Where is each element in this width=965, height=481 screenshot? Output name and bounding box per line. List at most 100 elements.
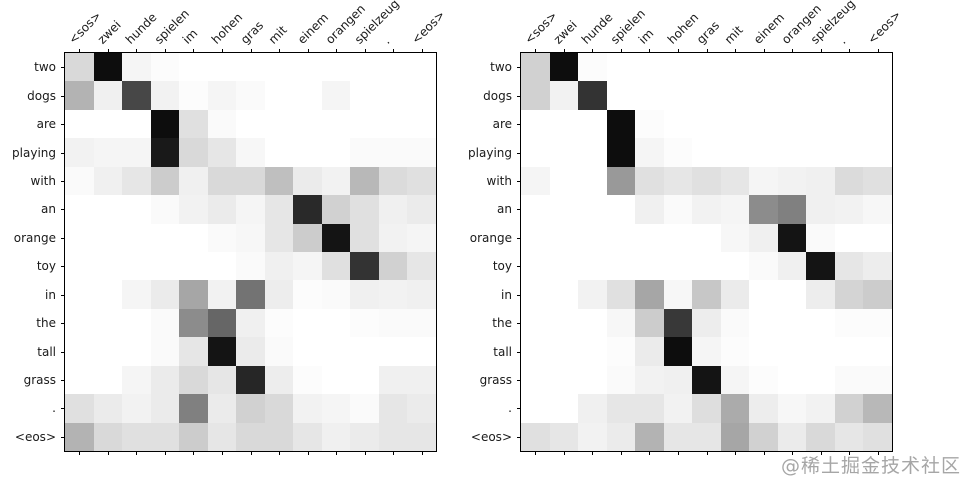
heatmap-cell [236,337,266,367]
heatmap-cell [863,365,893,395]
heatmap-cell [606,223,636,253]
heatmap-cell [720,195,750,225]
heatmap-cell [663,308,693,338]
y-axis-tick [61,351,65,353]
heatmap-cell [521,394,551,424]
y-tick-label: playing [468,145,512,160]
heatmap-cell [549,109,579,139]
x-axis-tick [849,451,851,455]
heatmap-cell [578,195,608,225]
heatmap-cell [378,81,408,111]
heatmap-cell [293,138,323,168]
heatmap-cell [606,394,636,424]
heatmap-cell [692,337,722,367]
heatmap-cell [749,53,779,82]
heatmap-cell [521,280,551,310]
heatmap-cell [378,422,408,452]
heatmap-cell [806,394,836,424]
heatmap-cell [692,109,722,139]
heatmap-cell [264,223,294,253]
heatmap-cell [749,109,779,139]
y-tick-label: grass [23,372,56,387]
heatmap-cell [321,365,351,395]
heatmap-cell [692,365,722,395]
heatmap-cell [777,337,807,367]
heatmap-cell [321,308,351,338]
heatmap-cell [293,394,323,424]
heatmap-cell [179,53,209,82]
heatmap-cell [578,308,608,338]
x-axis-tick [592,451,594,455]
heatmap-cell [179,365,209,395]
heatmap-cell [150,223,180,253]
heatmap-cell [350,280,380,310]
heatmap-cell [549,365,579,395]
heatmap-cell [122,252,152,281]
x-axis-tick [193,49,195,53]
heatmap-cell [350,365,380,395]
heatmap-cell [65,394,95,424]
heatmap-cell [179,308,209,338]
heatmap-cell [122,81,152,111]
heatmap-cell [407,195,437,225]
x-tick-label: im [636,26,657,47]
x-axis-tick [849,49,851,53]
heatmap-cell [578,138,608,168]
y-tick-label: . [52,401,56,416]
heatmap-cell [806,280,836,310]
heatmap-cell [663,166,693,196]
heatmap-cell [293,252,323,281]
y-axis-tick [517,436,521,438]
heatmap-cell [293,365,323,395]
heatmap-cell [777,365,807,395]
x-tick-label: einem [294,10,331,47]
y-axis-tick [517,266,521,268]
heatmap-cell [350,195,380,225]
heatmap-cell [635,53,665,82]
heatmap-cell [150,109,180,139]
heatmap-cell [606,81,636,111]
heatmap-cell [207,252,237,281]
heatmap-cell [236,422,266,452]
y-axis-tick [61,436,65,438]
heatmap-cell [720,394,750,424]
y-tick-label: are [36,117,56,132]
heatmap-cell [720,53,750,82]
x-tick-label: mit [265,22,290,47]
heatmap-cell [863,223,893,253]
y-tick-label: orange [13,230,56,245]
heatmap-cell [834,223,864,253]
x-tick-label: . [835,34,849,47]
y-axis-tick [61,379,65,381]
heatmap-cell [834,195,864,225]
heatmap-cell [578,109,608,139]
heatmap-cell [521,252,551,281]
heatmap-cell [834,138,864,168]
heatmap-cell [720,308,750,338]
heatmap-cell [122,308,152,338]
y-tick-label: <eos> [14,429,56,444]
heatmap-cell [93,337,123,367]
heatmap-cell [150,365,180,395]
heatmap-cell [806,308,836,338]
heatmap-cell [293,195,323,225]
heatmap-cell [749,195,779,225]
y-tick-label: tall [493,344,512,359]
heatmap-cell [207,109,237,139]
x-axis-tick [763,49,765,53]
heatmap-cell [863,252,893,281]
heatmap-cell [236,195,266,225]
heatmap-cell [179,195,209,225]
heatmap-cell [806,109,836,139]
y-tick-label: with [486,173,512,188]
heatmap-cell [578,337,608,367]
y-tick-label: two [490,60,512,75]
heatmap-cell [350,308,380,338]
heatmap-cell [407,280,437,310]
heatmap-cell [806,166,836,196]
y-axis-tick [61,95,65,97]
heatmap-cell [65,109,95,139]
y-axis-tick [61,180,65,182]
heatmap-cell [635,195,665,225]
heatmap-cell [264,422,294,452]
